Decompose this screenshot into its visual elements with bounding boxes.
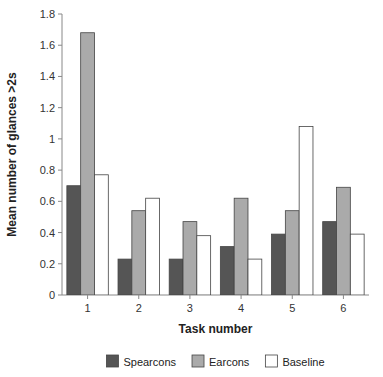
x-tick-label: 4 — [238, 302, 244, 314]
x-tick-label: 2 — [136, 302, 142, 314]
bar — [323, 222, 337, 295]
y-tick — [58, 45, 62, 46]
x-tick — [241, 295, 242, 299]
x-tick-label: 1 — [85, 302, 91, 314]
y-tick-label: 1 — [49, 133, 55, 145]
bar — [234, 198, 248, 295]
x-tick-label: 5 — [289, 302, 295, 314]
y-tick — [58, 201, 62, 202]
legend-swatch — [265, 355, 277, 367]
y-tick — [58, 295, 62, 296]
legend-item: Baseline — [265, 355, 324, 368]
bar — [146, 198, 160, 295]
y-tick-label: 0.8 — [40, 164, 55, 176]
x-tick — [87, 295, 88, 299]
y-tick-label: 0.4 — [40, 227, 55, 239]
x-tick — [189, 295, 190, 299]
chart: 0 0.2 0.4 0.6 0.8 1 1.2 1.4 1.6 1.8 Mean number of… — [0, 0, 383, 377]
y-tick — [58, 138, 62, 139]
x-tick — [343, 295, 344, 299]
y-tick-label: 0.2 — [40, 258, 55, 270]
y-tick — [58, 263, 62, 264]
y-axis-label: Mean number of glances >2s — [5, 72, 19, 237]
y-tick-label: 1.2 — [40, 102, 55, 114]
legend-item: Earcons — [192, 355, 250, 368]
bar — [220, 247, 234, 295]
legend: Spearcons Earcons Baseline — [106, 355, 324, 368]
chart-container: 0 0.2 0.4 0.6 0.8 1 1.2 1.4 1.6 1.8 Mean number of… — [0, 0, 383, 377]
y-tick — [58, 14, 62, 15]
bar — [94, 175, 108, 295]
legend-item: Spearcons — [106, 355, 176, 368]
bar — [81, 33, 95, 295]
y-tick — [58, 107, 62, 108]
y-tick — [58, 232, 62, 233]
bar — [197, 236, 211, 295]
y-axis: 0 0.2 0.4 0.6 0.8 1 1.2 1.4 1.6 1.8 — [40, 8, 62, 301]
x-tick-label: 6 — [340, 302, 346, 314]
bar — [272, 234, 286, 295]
y-tick-label: 1.4 — [40, 70, 55, 82]
bar — [248, 259, 262, 295]
bar — [169, 259, 183, 295]
bar — [350, 234, 364, 295]
y-tick-label: 0 — [49, 289, 55, 301]
x-axis: 1 2 3 4 5 6 — [62, 295, 369, 314]
y-tick-label: 0.6 — [40, 195, 55, 207]
bar — [299, 126, 313, 295]
bar — [285, 211, 299, 295]
y-tick — [58, 170, 62, 171]
y-tick — [58, 76, 62, 77]
legend-label: Spearcons — [123, 356, 176, 368]
x-tick — [292, 295, 293, 299]
bar — [67, 186, 81, 295]
legend-label: Baseline — [282, 356, 324, 368]
bar — [337, 187, 351, 295]
y-tick-label: 1.8 — [40, 8, 55, 20]
y-tick-label: 1.6 — [40, 39, 55, 51]
x-tick-label: 3 — [187, 302, 193, 314]
x-axis-label: Task number — [179, 322, 253, 336]
bar — [132, 211, 146, 295]
bar — [118, 259, 132, 295]
legend-label: Earcons — [209, 356, 250, 368]
x-tick — [138, 295, 139, 299]
legend-swatch — [106, 355, 118, 367]
y-axis-line — [62, 14, 63, 295]
bar — [183, 222, 197, 295]
legend-swatch — [192, 355, 204, 367]
bars — [67, 33, 364, 295]
